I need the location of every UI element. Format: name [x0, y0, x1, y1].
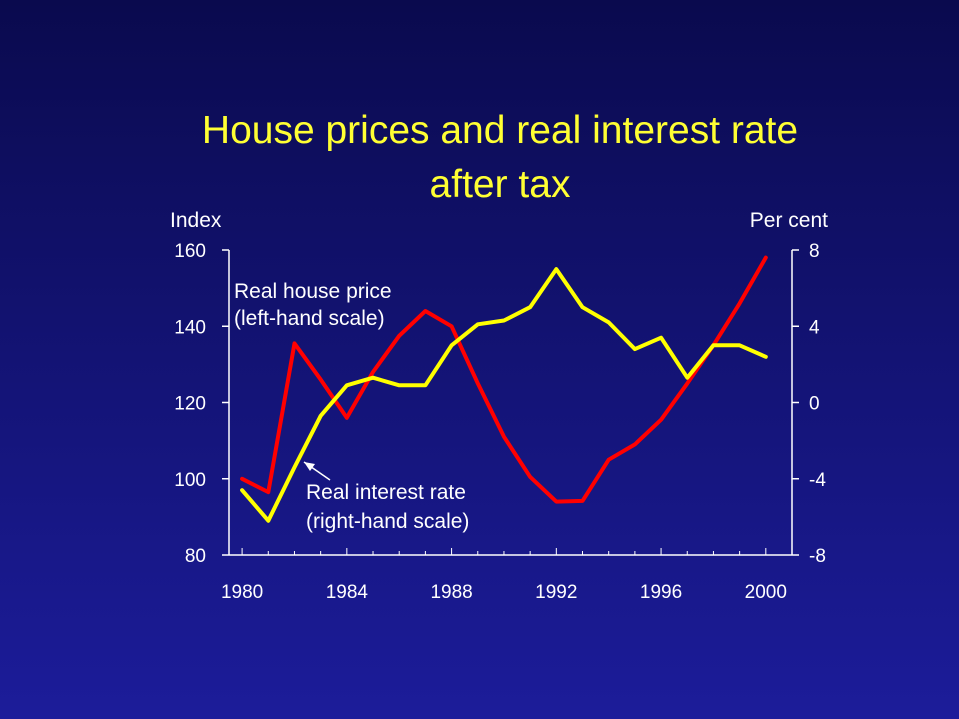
left-y-tick-label: 120: [174, 394, 206, 415]
x-tick-label: 1980: [221, 582, 263, 603]
left-y-tick-label: 80: [185, 546, 206, 567]
x-tick-label: 1996: [640, 582, 682, 603]
house-price-annotation-line-2: (left-hand scale): [234, 307, 385, 330]
right-y-tick-label: 8: [809, 241, 820, 262]
right-y-tick-label: -4: [809, 470, 826, 491]
chart-title-line-2: after tax: [429, 163, 571, 206]
right-y-tick-label: 4: [809, 317, 820, 338]
series-layer: [240, 255, 768, 523]
real-house-price-line: [240, 255, 768, 504]
right-axis-title: Per cent: [750, 209, 828, 232]
house-price-annotation-line-1: Real house price: [234, 280, 392, 303]
axes: 80 100 120 140 160 -8 -4 0 4 8 1980 1984 1988 1992 199…: [174, 241, 826, 603]
real-interest-rate-line: [240, 267, 768, 523]
x-tick-label: 2000: [745, 582, 787, 603]
x-tick-label: 1992: [535, 582, 577, 603]
chart-title-line-1: House prices and real interest rate: [201, 109, 799, 152]
interest-rate-annotation-arrowhead: [304, 462, 315, 471]
left-y-tick-label: 140: [174, 317, 206, 338]
chart-title: House prices and real interest rate afte…: [0, 104, 959, 212]
x-tick-label: 1984: [326, 582, 369, 603]
right-y-tick-label: -8: [809, 546, 826, 567]
right-y-tick-label: 0: [809, 394, 820, 415]
x-tick-label: 1988: [430, 582, 472, 603]
left-axis-title: Index: [170, 209, 222, 232]
interest-rate-annotation-line-1: Real interest rate: [306, 481, 466, 504]
left-y-tick-label: 160: [174, 241, 206, 262]
interest-rate-annotation-line-2: (right-hand scale): [306, 510, 469, 533]
left-y-tick-label: 100: [174, 470, 206, 491]
